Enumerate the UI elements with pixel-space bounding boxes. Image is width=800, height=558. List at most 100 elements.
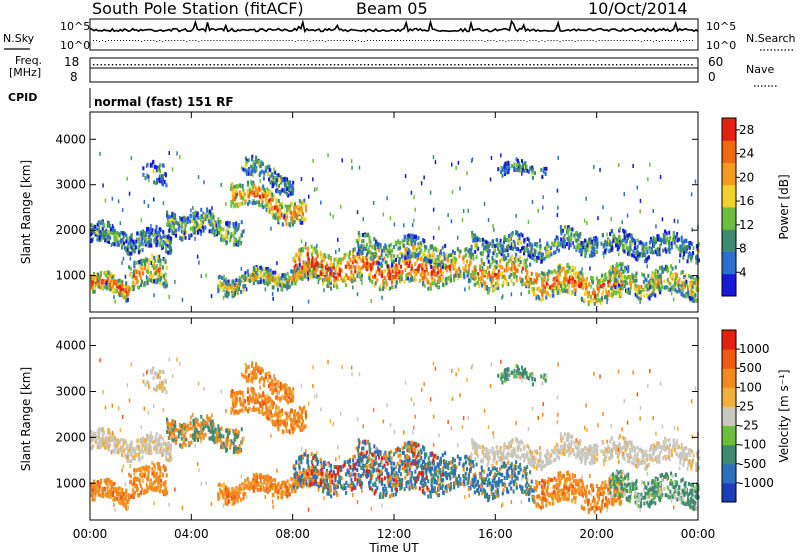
power-cell [682, 293, 684, 297]
power-cell [687, 259, 689, 263]
power-cell [547, 291, 549, 295]
power-cell [279, 190, 281, 194]
power-cell [219, 281, 221, 285]
freq-point [296, 64, 297, 65]
power-cell [649, 297, 651, 301]
nsearch-point [240, 40, 241, 41]
nsearch-point [247, 40, 248, 41]
power-cell [629, 241, 631, 245]
power-cell [570, 242, 572, 246]
power-cell [313, 266, 315, 270]
freq-point [319, 64, 320, 65]
power-cell [501, 174, 503, 178]
power-cell [127, 298, 129, 302]
power-cell [577, 272, 579, 276]
power-cell [640, 294, 642, 298]
power-cell [200, 208, 202, 212]
power-cell [494, 273, 496, 277]
nsearch-point [448, 40, 449, 41]
power-cell [301, 209, 303, 213]
nsearch-point [499, 40, 500, 41]
power-cell [340, 261, 342, 265]
nsearch-point [382, 40, 383, 41]
power-cell [283, 284, 285, 288]
nsearch-point [388, 40, 389, 41]
power-cell [204, 217, 206, 221]
power-cell [419, 279, 421, 283]
freq-point [590, 64, 591, 65]
power-cell [624, 284, 626, 288]
freq-point [450, 64, 451, 65]
power-cell [549, 286, 551, 290]
power-cell [634, 246, 636, 250]
power-cell [320, 255, 322, 259]
power-cell [385, 245, 387, 249]
power-cell [376, 279, 378, 283]
power-cell [491, 156, 493, 160]
power-cell [630, 276, 632, 280]
power-cell [688, 253, 690, 257]
power-cell [198, 175, 200, 179]
power-cell [228, 224, 230, 228]
freq-point [195, 64, 196, 65]
power-cell [543, 257, 545, 261]
power-cell [600, 242, 602, 246]
power-cell [589, 299, 591, 303]
nsearch-point [481, 40, 482, 41]
power-cell [118, 279, 120, 283]
power-cell [333, 263, 335, 267]
power-cell [649, 249, 651, 253]
nsearch-point [400, 40, 401, 41]
power-cell [263, 273, 265, 277]
power-cell [190, 233, 192, 237]
power-cell [618, 275, 620, 279]
nsearch-point [385, 40, 386, 41]
power-cell [558, 156, 560, 160]
power-cell [166, 211, 168, 215]
power-cell [564, 225, 566, 229]
power-cell [178, 227, 180, 231]
power-cell [660, 175, 662, 179]
power-cell [667, 248, 669, 252]
power-cell [626, 246, 628, 250]
power-cell [92, 281, 94, 285]
power-cell [209, 229, 211, 233]
power-cell [330, 278, 332, 282]
power-cell [208, 219, 210, 223]
power-cell [524, 282, 526, 286]
power-cell [643, 294, 645, 298]
power-cell [316, 244, 318, 248]
nsearch-point [138, 40, 139, 41]
power-cell [382, 258, 384, 262]
power-cell [543, 284, 545, 288]
power-cell [350, 270, 352, 274]
power-cell [157, 278, 159, 282]
freq-point [131, 64, 132, 65]
power-cell [137, 232, 139, 236]
power-cell [154, 165, 156, 169]
power-cell [662, 217, 664, 221]
power-cell [201, 274, 203, 278]
power-cell [506, 168, 508, 172]
power-cell [511, 233, 513, 237]
freq-point [443, 64, 444, 65]
freq-point [541, 64, 542, 65]
nsearch-point [605, 40, 606, 41]
power-cell [674, 241, 676, 245]
power-cell [662, 249, 664, 253]
power-cell [377, 265, 379, 269]
freq-point [116, 64, 117, 65]
freq-point [390, 64, 391, 65]
power-cell [278, 173, 280, 177]
freq-point [138, 64, 139, 65]
power-cell [390, 216, 392, 220]
power-cell [487, 275, 489, 279]
power-cell [262, 194, 264, 198]
power-cell [492, 271, 494, 275]
nsearch-point [560, 41, 561, 42]
power-cell [153, 274, 155, 278]
power-cell [639, 290, 641, 294]
nsearch-point [265, 40, 266, 41]
nsearch-point [421, 40, 422, 41]
power-cell [573, 271, 575, 275]
